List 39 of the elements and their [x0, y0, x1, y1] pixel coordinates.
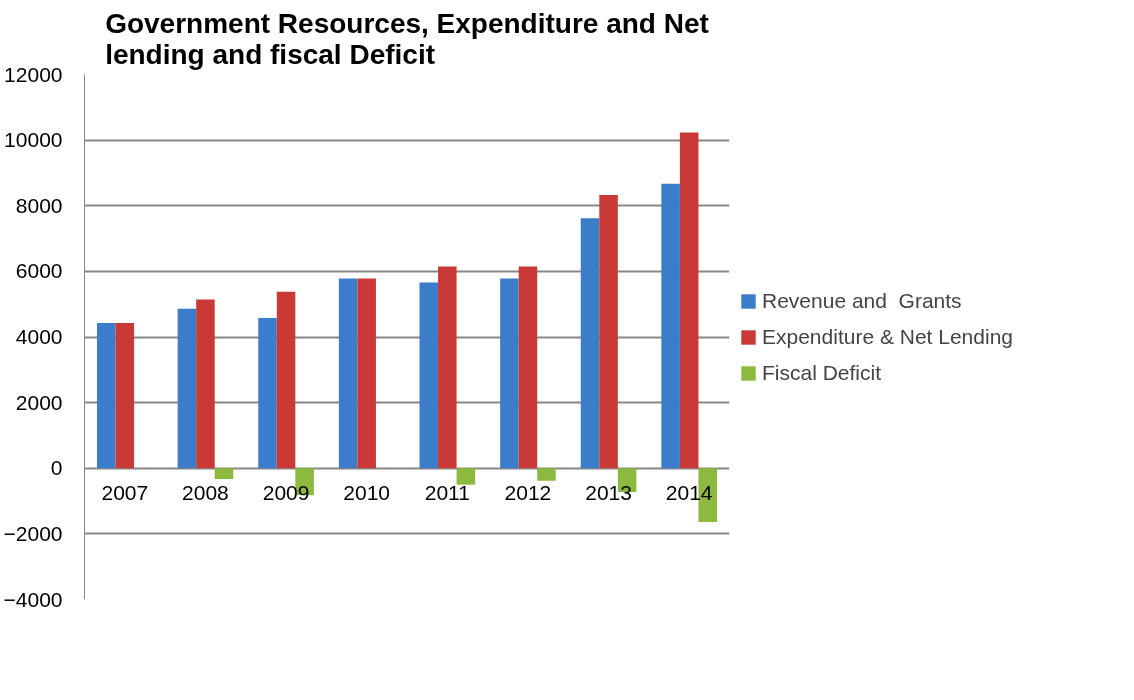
legend-label: Revenue and Grants	[762, 288, 962, 313]
bar	[357, 278, 376, 469]
bar	[679, 132, 699, 469]
y-tick-label: 10000	[4, 128, 63, 152]
bar	[438, 266, 457, 469]
chart-title: Government Resources, Expenditure and Net lending and fiscal Deficit	[105, 7, 709, 70]
y-tick-label: −4000	[3, 587, 63, 611]
x-tick-label: 2007	[101, 481, 149, 505]
y-tick-label: 4000	[15, 325, 63, 348]
bar	[177, 308, 197, 469]
bar	[214, 468, 234, 480]
y-tick-label: 2000	[15, 390, 63, 414]
x-tick-label: 2012	[504, 481, 552, 505]
bar	[115, 322, 135, 469]
bar	[537, 468, 556, 481]
bar	[97, 322, 116, 469]
bar	[580, 218, 600, 469]
y-tick-label: 6000	[15, 259, 63, 283]
bar	[518, 266, 538, 469]
bar	[276, 291, 296, 469]
bar	[661, 183, 680, 469]
x-tick-label: 2009	[262, 481, 310, 505]
y-tick-label: 8000	[15, 193, 63, 217]
bar	[338, 278, 358, 469]
bar	[419, 282, 439, 469]
x-tick-label: 2010	[343, 481, 391, 505]
y-tick-label: 12000	[4, 62, 63, 86]
x-tick-label: 2008	[182, 481, 229, 505]
bar	[599, 194, 618, 469]
bar	[500, 278, 519, 469]
legend-label: Expenditure & Net Lending	[762, 324, 1014, 349]
x-tick-label: 2013	[585, 481, 632, 505]
bar	[258, 317, 277, 469]
legend-label: Fiscal Deficit	[762, 360, 882, 385]
x-tick-label: 2011	[424, 481, 470, 505]
y-tick-label: 0	[50, 456, 63, 480]
bar	[456, 468, 476, 485]
bar	[196, 299, 215, 469]
y-tick-label: −2000	[3, 521, 63, 545]
